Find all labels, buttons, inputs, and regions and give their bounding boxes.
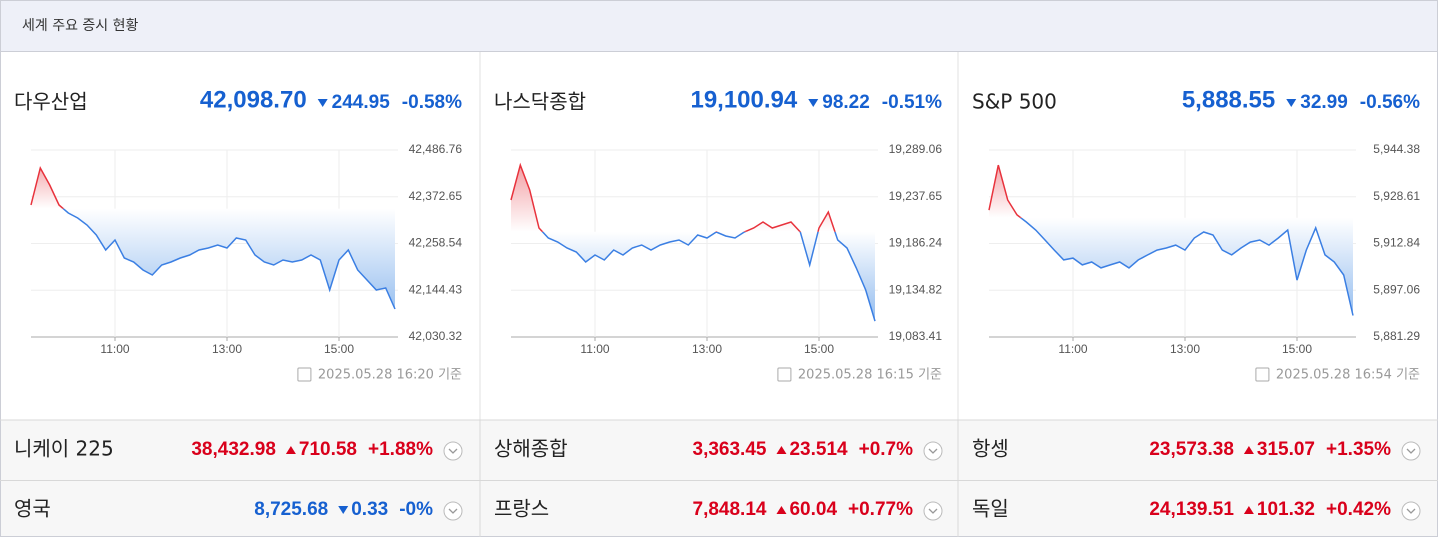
index-name: S&P 500: [972, 90, 1057, 114]
chevron: [928, 448, 938, 454]
y-tick-label: 42,486.76: [409, 142, 463, 156]
price: 19,100.94: [690, 86, 797, 113]
direction-arrow: [808, 99, 819, 107]
index-name: 다우산업: [14, 90, 88, 114]
direction-arrow: [776, 506, 787, 514]
market-change: 101.32: [1257, 499, 1315, 520]
market-pct: +0.77%: [848, 499, 913, 520]
change-pct: -0.58%: [402, 92, 462, 113]
y-tick-label: 5,897.06: [1373, 282, 1420, 296]
area-below: [989, 217, 1353, 316]
chevron: [448, 448, 458, 454]
header-title: 세계 주요 증시 현황: [22, 18, 139, 34]
price: 5,888.55: [1182, 86, 1275, 113]
direction-arrow: [776, 446, 787, 454]
market-name: 상해종합: [494, 437, 568, 461]
line-down: [541, 231, 876, 322]
market-pct: +1.35%: [1326, 439, 1391, 460]
market-name: 항셍: [972, 437, 1009, 461]
calendar-icon: [297, 367, 312, 382]
market-name: 영국: [14, 497, 51, 521]
market-value: 3,363.45: [693, 439, 767, 460]
header-bar: [0, 0, 1438, 52]
market-value: 24,139.51: [1149, 499, 1234, 520]
calendar-icon: [1255, 367, 1270, 382]
y-tick-label: 42,030.32: [409, 329, 463, 343]
timestamp: 2025.05.28 16:15 기준: [798, 368, 942, 383]
direction-arrow: [1243, 446, 1254, 454]
chevron: [1406, 508, 1416, 514]
y-tick-label: 19,289.06: [889, 142, 943, 156]
y-tick-label: 42,258.54: [409, 236, 463, 250]
y-tick-label: 19,134.82: [889, 282, 943, 296]
row-bg: [1, 420, 1437, 480]
chevron: [1406, 448, 1416, 454]
market-change: 710.58: [299, 439, 357, 460]
direction-arrow: [1243, 506, 1254, 514]
market-name: 독일: [972, 497, 1009, 521]
expand-button[interactable]: [443, 441, 463, 461]
y-tick-label: 19,186.24: [889, 236, 943, 250]
market-pct: +0.42%: [1326, 499, 1391, 520]
area-below: [63, 208, 395, 309]
y-tick-label: 42,372.65: [409, 189, 463, 203]
timestamp: 2025.05.28 16:20 기준: [318, 368, 462, 383]
market-name: 프랑스: [494, 497, 549, 521]
area-below: [542, 231, 875, 322]
expand-button[interactable]: [923, 441, 943, 461]
x-tick-label: 15:00: [804, 342, 834, 356]
market-value: 8,725.68: [254, 499, 328, 520]
direction-arrow: [317, 99, 328, 107]
chevron: [928, 508, 938, 514]
market-change: 315.07: [1257, 439, 1315, 460]
x-tick-label: 11:00: [1058, 342, 1087, 356]
change-pct: -0.56%: [1360, 92, 1420, 113]
change: 32.99: [1300, 92, 1348, 113]
x-tick-label: 13:00: [1170, 342, 1200, 356]
x-tick-label: 15:00: [1282, 342, 1312, 356]
line-down: [62, 208, 396, 310]
direction-arrow: [1286, 99, 1297, 107]
x-tick-label: 13:00: [692, 342, 722, 356]
index-name: 나스닥종합: [494, 90, 586, 114]
calendar-icon: [777, 367, 792, 382]
y-tick-label: 5,881.29: [1373, 329, 1420, 343]
market-pct: +1.88%: [368, 439, 433, 460]
row-bg: [1, 481, 1437, 536]
market-name: 니케이 225: [14, 437, 114, 461]
line-down: [1019, 217, 1354, 316]
direction-arrow: [338, 506, 349, 514]
market-value: 38,432.98: [191, 439, 276, 460]
expand-button[interactable]: [923, 501, 943, 521]
direction-arrow: [285, 446, 296, 454]
price: 42,098.70: [200, 86, 307, 113]
expand-button[interactable]: [1401, 501, 1421, 521]
change: 98.22: [822, 92, 870, 113]
change-pct: -0.51%: [882, 92, 942, 113]
x-tick-label: 11:00: [580, 342, 609, 356]
y-tick-label: 5,912.84: [1373, 236, 1420, 250]
market-change: 23.514: [789, 439, 848, 460]
x-tick-label: 11:00: [100, 342, 129, 356]
market-pct: +0.7%: [859, 439, 914, 460]
y-tick-label: 19,237.65: [889, 189, 943, 203]
y-tick-label: 19,083.41: [889, 329, 943, 343]
market-change: 60.04: [789, 499, 837, 520]
market-pct: -0%: [399, 499, 433, 520]
x-tick-label: 13:00: [212, 342, 242, 356]
expand-button[interactable]: [443, 501, 463, 521]
market-value: 23,573.38: [1149, 439, 1234, 460]
chevron: [448, 508, 458, 514]
y-tick-label: 42,144.43: [409, 282, 463, 296]
x-tick-label: 15:00: [324, 342, 354, 356]
change: 244.95: [332, 92, 391, 113]
market-change: 0.33: [351, 499, 388, 520]
expand-button[interactable]: [1401, 441, 1421, 461]
y-tick-label: 5,928.61: [1373, 189, 1420, 203]
market-value: 7,848.14: [693, 499, 767, 520]
y-tick-label: 5,944.38: [1373, 142, 1420, 156]
timestamp: 2025.05.28 16:54 기준: [1276, 368, 1420, 383]
